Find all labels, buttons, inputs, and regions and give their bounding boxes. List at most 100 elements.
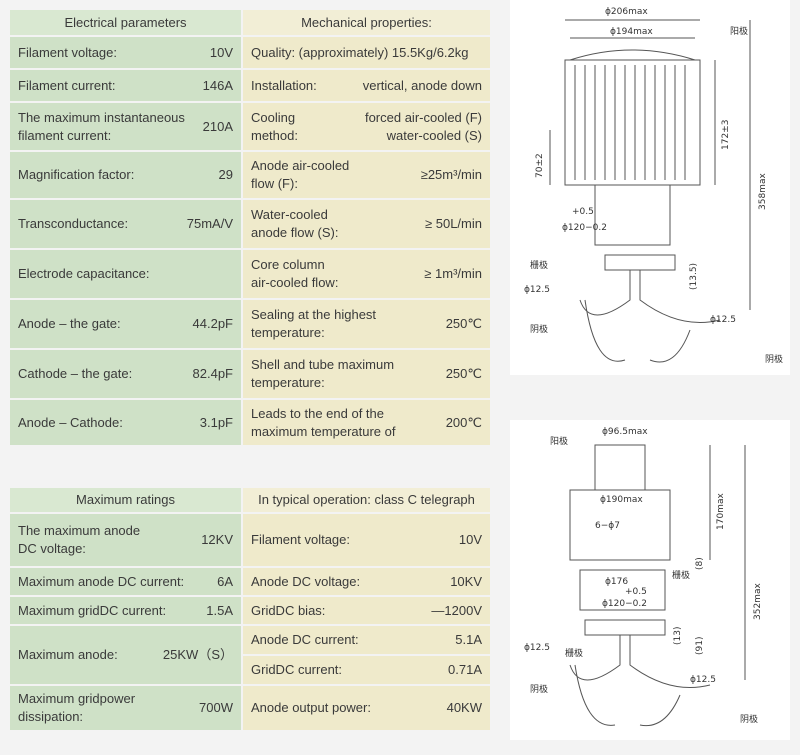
- dim-label: ϕ176: [605, 577, 628, 587]
- cell-value: 1.5A: [206, 602, 233, 620]
- table-cell: GridDC current: 0.71A: [243, 656, 490, 684]
- stem: [594, 184, 671, 246]
- value-line: 10V: [458, 532, 482, 547]
- dim-label: 阴极: [530, 683, 548, 695]
- anode-body: [594, 444, 646, 491]
- table-cell: Magnification factor: 29: [10, 152, 241, 198]
- dim-label: (13.5): [689, 263, 699, 290]
- cell-label: Quality: (approximately) 15.5Kg/6.2kg: [251, 44, 469, 62]
- table-cell: Anode DC voltage: 10KV: [243, 568, 490, 595]
- cell-label: Installation:: [251, 77, 317, 95]
- dim-label: (13): [673, 627, 683, 645]
- dim-label: 阴极: [765, 353, 783, 365]
- flange: [569, 489, 671, 561]
- cell-label: Anode air-cooled flow (F):: [251, 157, 349, 193]
- anode-top: [569, 49, 696, 61]
- table-cell: Maximum anode DC current: 6A: [10, 568, 241, 595]
- table-cell: The maximum anode DC voltage: 12KV: [10, 514, 241, 566]
- label-line: temperature:: [251, 325, 325, 340]
- dim-label: (8): [695, 557, 705, 570]
- label-line: Filament current:: [18, 77, 116, 93]
- dim-label: 阳极: [550, 435, 568, 447]
- label-line: dissipation:: [18, 709, 84, 724]
- leads: [579, 270, 721, 363]
- table-header: Maximum ratings: [10, 488, 241, 512]
- table-header: Electrical parameters: [10, 10, 241, 35]
- label-line: maximum temperature of: [251, 423, 396, 439]
- cell-value: 700W: [199, 699, 233, 717]
- cell-label: Filament voltage:: [18, 44, 117, 62]
- value-line: 146A: [202, 77, 233, 93]
- cell-label: Anode – the gate:: [18, 315, 121, 333]
- value-line: ≥25m³/min: [420, 167, 482, 182]
- value-line: 10KV: [450, 573, 482, 589]
- label-line: air-cooled flow:: [251, 275, 339, 290]
- cell-label: The maximum instantaneous filament curren…: [18, 109, 185, 145]
- table-cell: Cathode – the gate: 82.4pF: [10, 350, 241, 398]
- cell-label: GridDC bias:: [251, 602, 325, 620]
- dim-label: ϕ12.5: [524, 285, 550, 295]
- dim-label: 170max: [716, 493, 726, 530]
- stem: [579, 569, 666, 611]
- cell-value: 29: [219, 166, 233, 184]
- dim-label: 352max: [753, 583, 763, 620]
- cell-label: Maximum gridDC current:: [18, 602, 166, 620]
- grid-ring: [584, 619, 666, 636]
- cell-value: forced air-cooled (F) water-cooled (S): [365, 109, 482, 145]
- value-line: 200℃: [445, 414, 482, 430]
- label-line: anode flow (S):: [251, 225, 339, 240]
- value-line: 12KV: [201, 532, 233, 547]
- dim-label: +0.5: [625, 587, 647, 597]
- table-cell: Anode – Cathode: 3.1pF: [10, 400, 241, 445]
- label-line: method:: [251, 127, 298, 143]
- table-cell: GridDC bias: —1200V: [243, 597, 490, 624]
- value-line: 40KW: [446, 700, 482, 715]
- value-line: ≥ 1m³/min: [424, 266, 482, 281]
- label-line: Filament voltage:: [251, 532, 350, 547]
- label-line: DC voltage:: [18, 541, 86, 556]
- label-line: Anode – Cathode:: [18, 414, 123, 430]
- label-line: Maximum anode DC current:: [18, 573, 185, 589]
- cell-label: Electrode capacitance:: [18, 265, 150, 283]
- label-line: temperature:: [251, 375, 325, 390]
- header-text: Maximum ratings: [76, 492, 175, 507]
- cell-value: 6A: [217, 573, 233, 591]
- label-line: Sealing at the highest: [251, 307, 377, 322]
- dim-label: ϕ190max: [600, 495, 643, 505]
- label-line: Installation:: [251, 77, 317, 93]
- label-line: Filament voltage:: [18, 44, 117, 60]
- label-line: Leads to the end of the: [251, 405, 384, 421]
- cell-value: ≥25m³/min: [421, 166, 482, 184]
- cell-value: 75mA/V: [187, 215, 233, 233]
- value-line: 1.5A: [206, 602, 233, 618]
- dim-label: (91): [695, 637, 705, 655]
- dim-label: ϕ194max: [610, 27, 653, 37]
- label-line: Cathode – the gate:: [18, 366, 133, 381]
- label-line: Shell and tube maximum: [251, 357, 395, 372]
- cell-value: 12KV: [201, 531, 233, 549]
- value-line: vertical, anode down: [362, 77, 482, 93]
- table-cell: Installation: vertical, anode down: [243, 70, 490, 101]
- cell-label: Anode output power:: [251, 699, 371, 717]
- value-line: 10V: [209, 44, 233, 60]
- cell-value: 210A: [203, 118, 233, 136]
- cell-label: Cathode – the gate:: [18, 365, 132, 383]
- cell-label: Maximum gridpower dissipation:: [18, 690, 135, 726]
- cell-value: 3.1pF: [200, 414, 233, 432]
- value-line: 250℃: [445, 366, 482, 381]
- cell-value: 10KV: [450, 573, 482, 591]
- value-line: 210A: [202, 118, 233, 134]
- cell-label: Filament voltage:: [251, 531, 350, 549]
- cell-label: Transconductance:: [18, 215, 128, 233]
- label-line: Anode – the gate:: [18, 316, 121, 331]
- table-cell: Filament voltage: 10V: [10, 37, 241, 68]
- label-line: Maximum gridpower: [18, 691, 136, 706]
- dim-label: 栅极: [565, 647, 583, 659]
- cell-value: 40KW: [447, 699, 482, 717]
- value-line: 250℃: [445, 316, 482, 331]
- cell-value: 146A: [203, 77, 233, 95]
- cell-value: 0.71A: [448, 661, 482, 679]
- table-header: In typical operation: class C telegraph: [243, 488, 490, 512]
- cell-value: —1200V: [431, 602, 482, 620]
